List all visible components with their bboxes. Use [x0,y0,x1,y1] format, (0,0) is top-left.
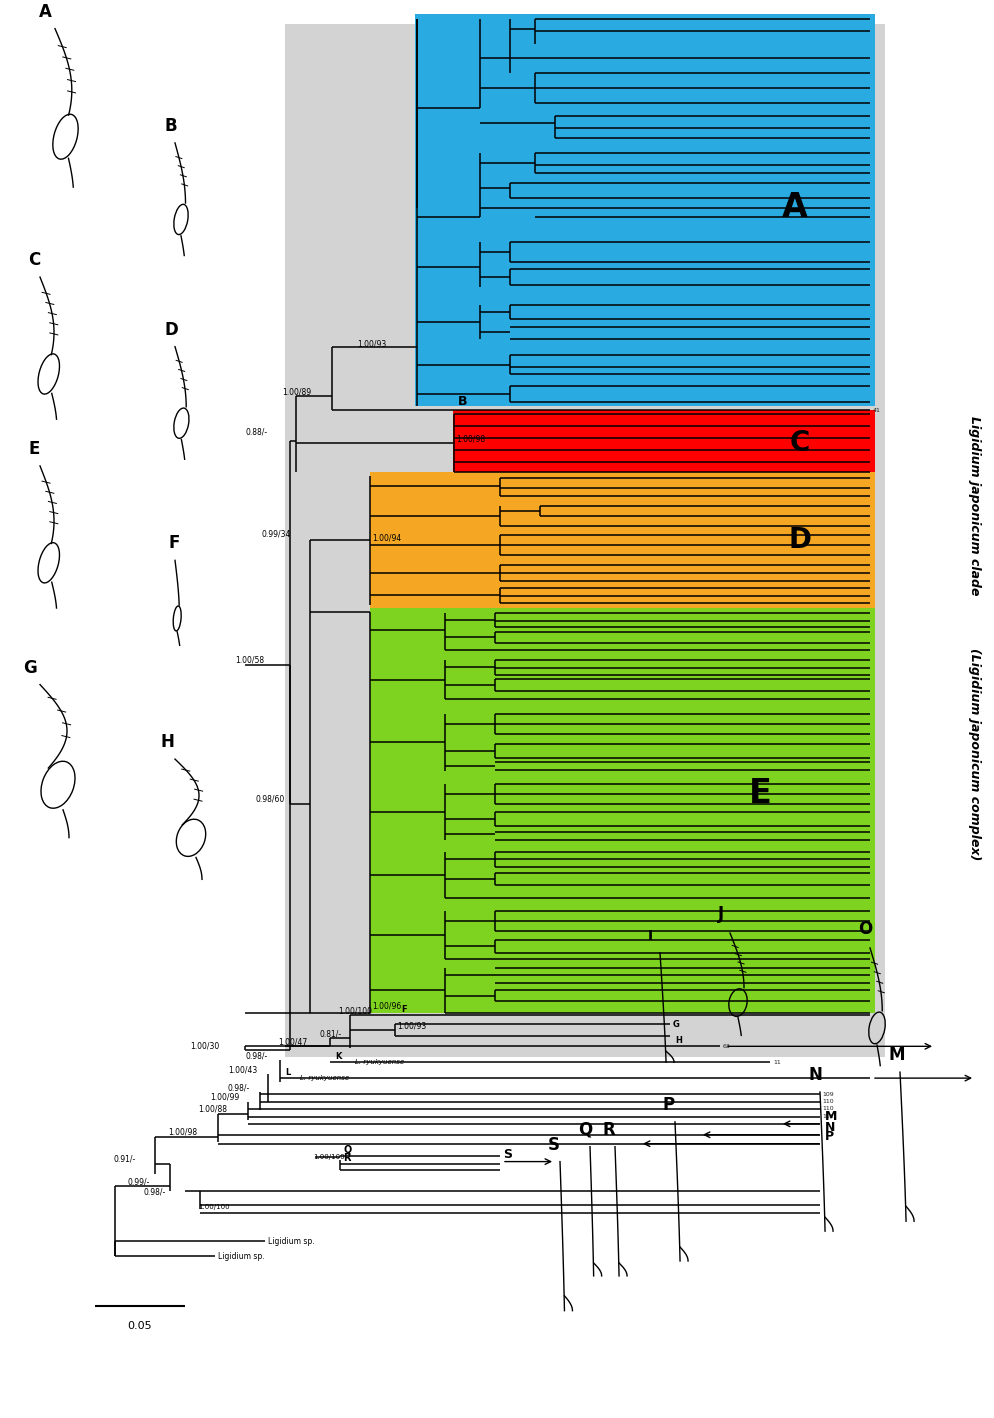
Text: M: M [888,1046,905,1064]
Text: H: H [160,733,174,752]
Text: Ligidium sp.: Ligidium sp. [218,1252,264,1261]
Text: 1.00/100: 1.00/100 [198,1204,230,1211]
Text: A: A [39,3,52,21]
Text: Q: Q [343,1144,351,1154]
Text: 1.00/47: 1.00/47 [278,1038,307,1046]
Text: S: S [503,1147,512,1160]
Text: 0.98/60: 0.98/60 [255,795,284,804]
Text: 0.88/-: 0.88/- [246,427,268,437]
Text: O: O [858,920,873,937]
Text: 1.00/100: 1.00/100 [313,1154,345,1160]
Text: 1.00/94: 1.00/94 [372,533,402,543]
Text: B: B [458,396,467,408]
Bar [285,24,885,1058]
Text: C: C [28,251,40,269]
Text: I: I [648,929,653,943]
Bar [370,608,875,1012]
Text: 109: 109 [822,1092,834,1096]
Text: L. ryukyuense: L. ryukyuense [300,1075,349,1081]
Text: 0.81/-: 0.81/- [320,1029,342,1038]
Text: 1.00/98: 1.00/98 [456,434,485,442]
Text: D: D [164,320,178,339]
Text: 0.99/-: 0.99/- [128,1177,150,1187]
Text: 110: 110 [822,1099,834,1105]
Text: P: P [663,1096,675,1115]
Text: D: D [788,526,811,554]
Text: E: E [748,777,771,810]
Text: N: N [825,1120,835,1134]
Text: 63: 63 [723,1044,731,1049]
Text: N: N [808,1066,822,1085]
Text: 1.00/88: 1.00/88 [198,1105,227,1115]
Text: F: F [169,535,180,553]
Text: 110: 110 [822,1106,834,1112]
Text: P: P [825,1130,834,1143]
Bar [415,14,875,407]
Text: (Ligidium japonicum complex): (Ligidium japonicum complex) [968,648,981,861]
Text: K: K [335,1052,341,1061]
Text: R: R [603,1120,615,1139]
Text: G: G [673,1020,680,1029]
Text: 0.98/-: 0.98/- [228,1083,250,1092]
Text: 1.00/98: 1.00/98 [168,1127,197,1137]
Text: A: A [782,191,808,224]
Bar [453,410,875,472]
Text: B: B [165,116,178,135]
Text: 0.99/34: 0.99/34 [262,529,291,539]
Text: 0.91/-: 0.91/- [113,1154,135,1164]
Text: G: G [23,658,37,676]
Text: 1.00/30: 1.00/30 [190,1041,220,1051]
Text: 41: 41 [873,408,881,413]
Text: 111: 111 [822,1115,834,1119]
Text: C: C [790,430,810,457]
Text: 1.00/58: 1.00/58 [235,655,264,665]
Text: J: J [718,905,724,923]
Text: M: M [825,1110,837,1123]
Text: 1.00/96: 1.00/96 [372,1001,402,1011]
Text: 0.05: 0.05 [127,1320,152,1330]
Text: 11: 11 [773,1059,780,1065]
Bar [370,472,875,608]
Text: 1.00/89: 1.00/89 [282,387,311,397]
Text: 1.00/99: 1.00/99 [210,1093,240,1102]
Text: Ligidium japonicum clade: Ligidium japonicum clade [968,415,981,596]
Text: 0.98/-: 0.98/- [143,1187,165,1197]
Text: H: H [675,1037,682,1045]
Text: R: R [343,1153,351,1163]
Text: Q: Q [578,1120,592,1139]
Text: L: L [285,1068,290,1078]
Text: 1.00/43: 1.00/43 [228,1065,257,1075]
Text: L. ryukyuense: L. ryukyuense [355,1059,405,1065]
Text: 1.00/93: 1.00/93 [397,1021,426,1031]
Text: 0.98/-: 0.98/- [245,1051,267,1061]
Text: 1.00/93: 1.00/93 [357,340,387,349]
Text: 1.00/100: 1.00/100 [338,1007,372,1015]
Text: S: S [548,1136,560,1154]
Text: F: F [401,1004,407,1014]
Text: Ligidium sp.: Ligidium sp. [268,1236,315,1245]
Text: E: E [28,440,40,458]
